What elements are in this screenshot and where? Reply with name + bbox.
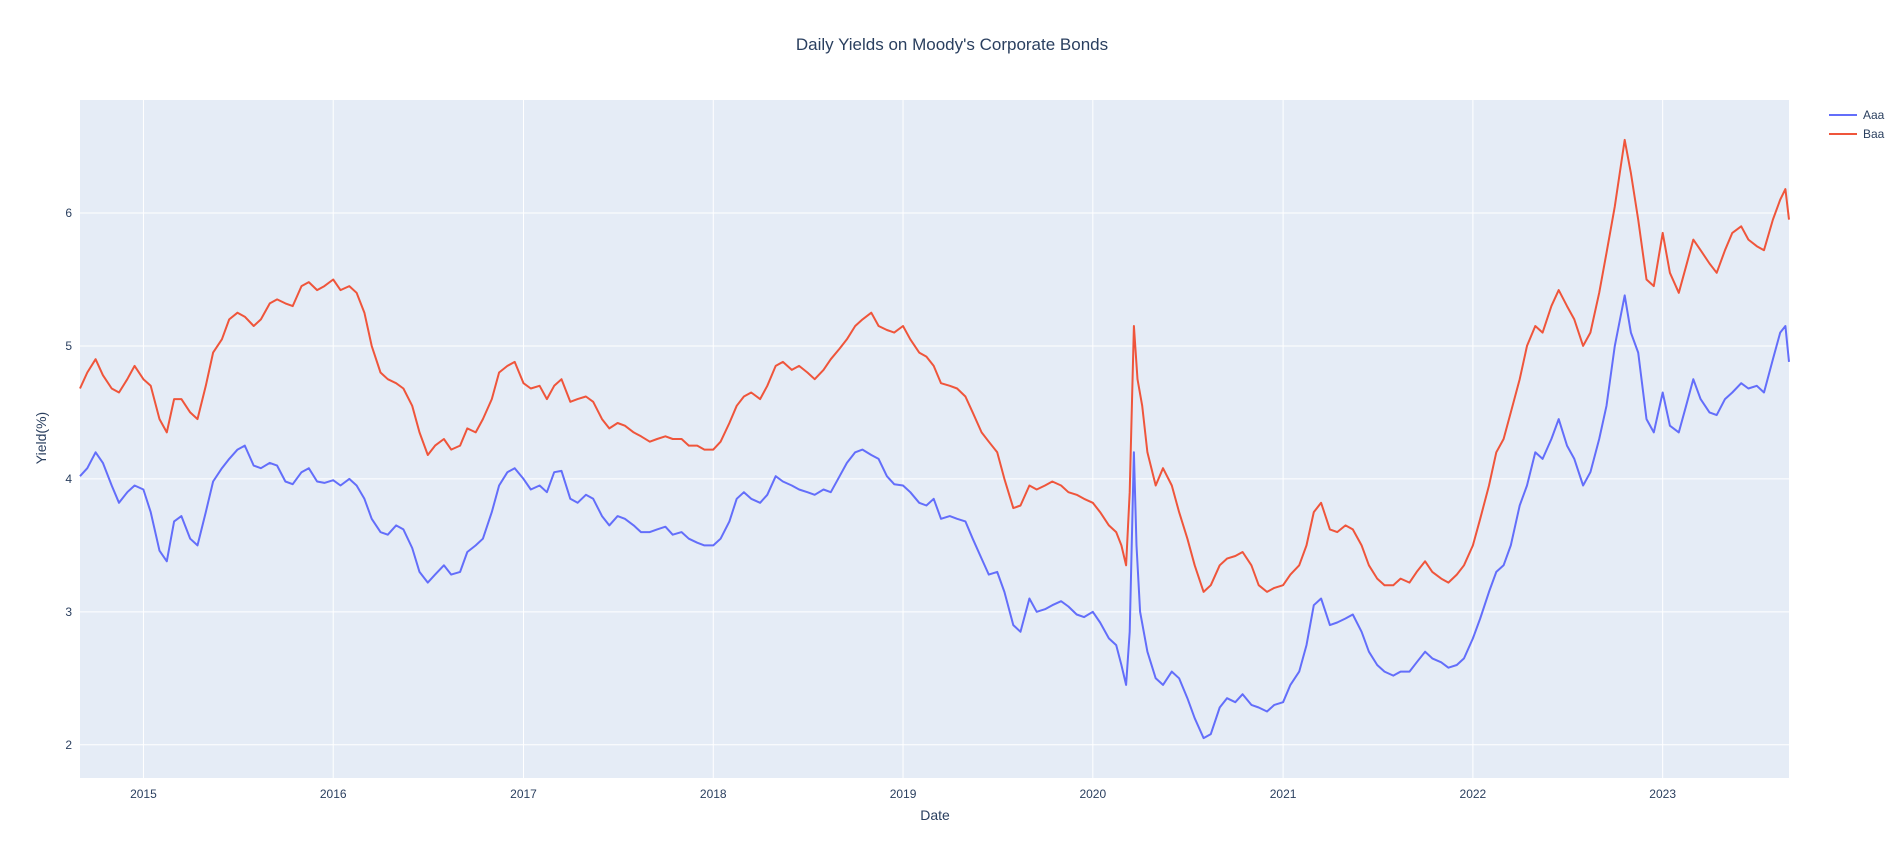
x-axis-title: Date [920, 807, 950, 823]
x-tick-label: 2021 [1270, 787, 1297, 801]
chart-title: Daily Yields on Moody's Corporate Bonds [796, 35, 1108, 54]
y-gridlines [80, 212, 1789, 746]
y-tick-label: 3 [65, 605, 72, 619]
x-tick-label: 2023 [1649, 787, 1676, 801]
x-tick-label: 2018 [700, 787, 727, 801]
series-line-baa [79, 138, 1790, 593]
x-tick-label: 2017 [510, 787, 537, 801]
x-tick-label: 2016 [320, 787, 347, 801]
series-line-aaa [79, 294, 1790, 740]
legend-label-baa[interactable]: Baa [1863, 127, 1885, 141]
y-tick-label: 5 [65, 339, 72, 353]
y-axis-title: Yield(%) [33, 412, 49, 464]
x-tick-label: 2015 [130, 787, 157, 801]
x-tick-label: 2022 [1460, 787, 1487, 801]
y-tick-label: 6 [65, 206, 72, 220]
y-tick-label: 2 [65, 738, 72, 752]
x-tick-label: 2020 [1079, 787, 1106, 801]
legend: Aaa Baa [1829, 108, 1885, 141]
series-lines [79, 138, 1790, 740]
x-axis-ticks: 2015 2016 2017 2018 2019 2020 2021 2022 2023 [130, 787, 1676, 801]
y-tick-label: 4 [65, 472, 72, 486]
plot-area [80, 100, 1789, 778]
y-axis-ticks: 2 3 4 5 6 [65, 206, 72, 752]
legend-label-aaa[interactable]: Aaa [1863, 108, 1885, 122]
x-tick-label: 2019 [890, 787, 917, 801]
